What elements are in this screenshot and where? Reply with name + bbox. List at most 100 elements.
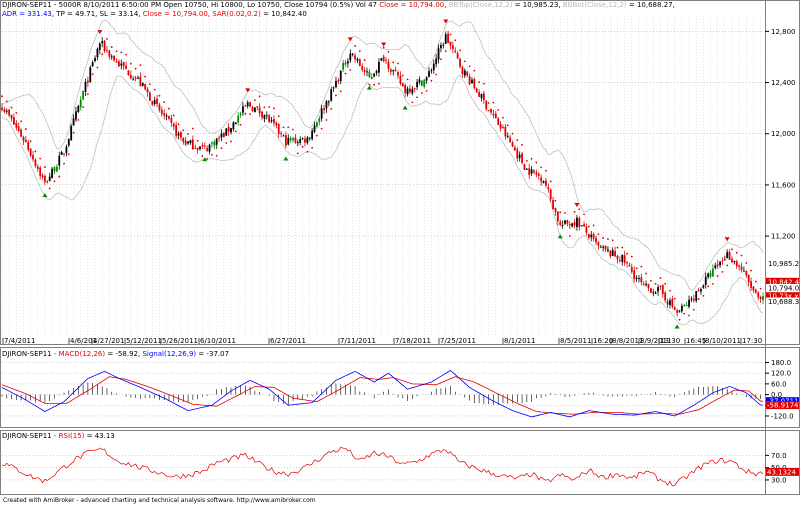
main-bbbot-value: = 10,688.27, (626, 1, 675, 9)
price-bar-body (580, 225, 583, 227)
price-bar-body (132, 79, 135, 81)
sar-dot (473, 69, 476, 72)
sar-dot (258, 95, 261, 98)
price-bar-body (401, 83, 404, 87)
sar-dot (587, 225, 590, 228)
sar-dot (134, 67, 137, 70)
sar-dot (420, 92, 423, 94)
main-header-line1: DJIRON-SEP11 - 5000R 8/10/2011 6:50:00 P… (2, 1, 675, 10)
macd-value-label-box (766, 401, 799, 410)
price-bar-body (53, 167, 56, 172)
price-bar-body (153, 100, 156, 104)
sar-dot (244, 112, 247, 115)
buy-arrow-icon (202, 157, 208, 162)
price-bar-body (432, 63, 435, 70)
sar-dot (382, 46, 385, 49)
rsi-symbol: DJIRON-SEP11 (2, 432, 52, 440)
price-bar-body (261, 111, 263, 118)
sar-dot (449, 33, 452, 36)
price-bar-body (182, 138, 185, 142)
price-bar-body (41, 175, 44, 178)
price-bar-body (585, 226, 588, 233)
sar-dot (463, 60, 466, 63)
price-bar-body (471, 79, 473, 84)
sar-dot (86, 93, 89, 96)
main-quote: - 5000R 8/10/2011 6:50:00 PM Open 10750,… (51, 1, 378, 9)
price-bar-body (420, 80, 423, 86)
price-bar-body (139, 76, 142, 86)
sar-dot (497, 109, 500, 111)
sar-dot (545, 169, 547, 172)
sar-dot (249, 113, 252, 115)
price-bar-body (304, 138, 306, 143)
price-bar-body (721, 260, 724, 262)
price-bar-body (735, 261, 738, 267)
sar-dot (387, 50, 390, 53)
price-bar-body (568, 223, 571, 226)
price-bar-body (337, 80, 340, 82)
sar-dot (692, 308, 695, 311)
sar-dot (206, 157, 209, 160)
price-bar-body (122, 62, 125, 67)
sar-dot (125, 53, 127, 56)
sar-dot (745, 262, 748, 264)
main-close2: Close = 10,794.00, (140, 10, 211, 18)
price-bar-body (459, 58, 461, 67)
sar-dot (502, 116, 504, 119)
sar-dot (20, 120, 22, 123)
price-bar-body (511, 142, 514, 147)
sar-dot (263, 106, 266, 109)
sar-dot (182, 129, 185, 132)
price-bar-body (411, 88, 414, 94)
rsi-header: DJIRON-SEP11 - RSI(15) = 43.13 (2, 432, 115, 441)
price-bar-body (60, 151, 63, 156)
price-bar-body (311, 130, 314, 139)
price-bar-body (611, 250, 614, 256)
sar-dot (82, 106, 85, 108)
price-bar-body (564, 220, 566, 224)
price-bar-body (308, 137, 311, 139)
price-bar-body (740, 266, 743, 270)
sar-dot (230, 140, 232, 143)
price-bar-body (36, 166, 39, 169)
sar-dot (253, 99, 256, 102)
price-bar-body (249, 102, 252, 107)
price-bar-body (98, 43, 101, 50)
price-bar-body (518, 154, 521, 158)
sar-dot (72, 131, 75, 134)
price-bar-body (626, 262, 628, 264)
sar-dot (187, 133, 189, 135)
sar-dot (149, 83, 151, 86)
price-bar-body (504, 126, 507, 137)
price-bar-body (222, 132, 225, 138)
sar-dot (607, 238, 609, 241)
price-bar-body (277, 124, 280, 135)
price-bar-body (256, 106, 259, 108)
price-bar-body (151, 101, 154, 105)
price-bar-body (456, 53, 459, 59)
rsi-value: = 43.13 (84, 432, 115, 440)
buy-arrow-icon (283, 156, 289, 161)
price-bar-body (325, 101, 328, 109)
price-bar-body (680, 306, 683, 312)
price-bar-body (475, 88, 478, 93)
price-bar-body (225, 128, 228, 136)
price-bar-body (597, 242, 600, 246)
price-bar-body (342, 62, 345, 70)
price-bar-body (354, 55, 356, 60)
macd-y-tick-label: 120.0 (771, 370, 791, 378)
price-bar-body (416, 81, 418, 88)
sar-dot (516, 139, 519, 141)
x-tick-label: 7/18/2011 (395, 337, 431, 345)
price-bar-body (447, 33, 450, 44)
price-bar-body (382, 56, 385, 62)
price-bar-body (67, 139, 70, 146)
price-bar-body (530, 169, 533, 174)
sar-dot (325, 119, 328, 121)
price-bar-body (449, 41, 452, 46)
price-bar-body (609, 250, 612, 257)
sar-dot (5, 100, 8, 103)
price-bar-body (189, 140, 192, 144)
main-sar: SAR(0.02,0.2) (210, 10, 261, 18)
